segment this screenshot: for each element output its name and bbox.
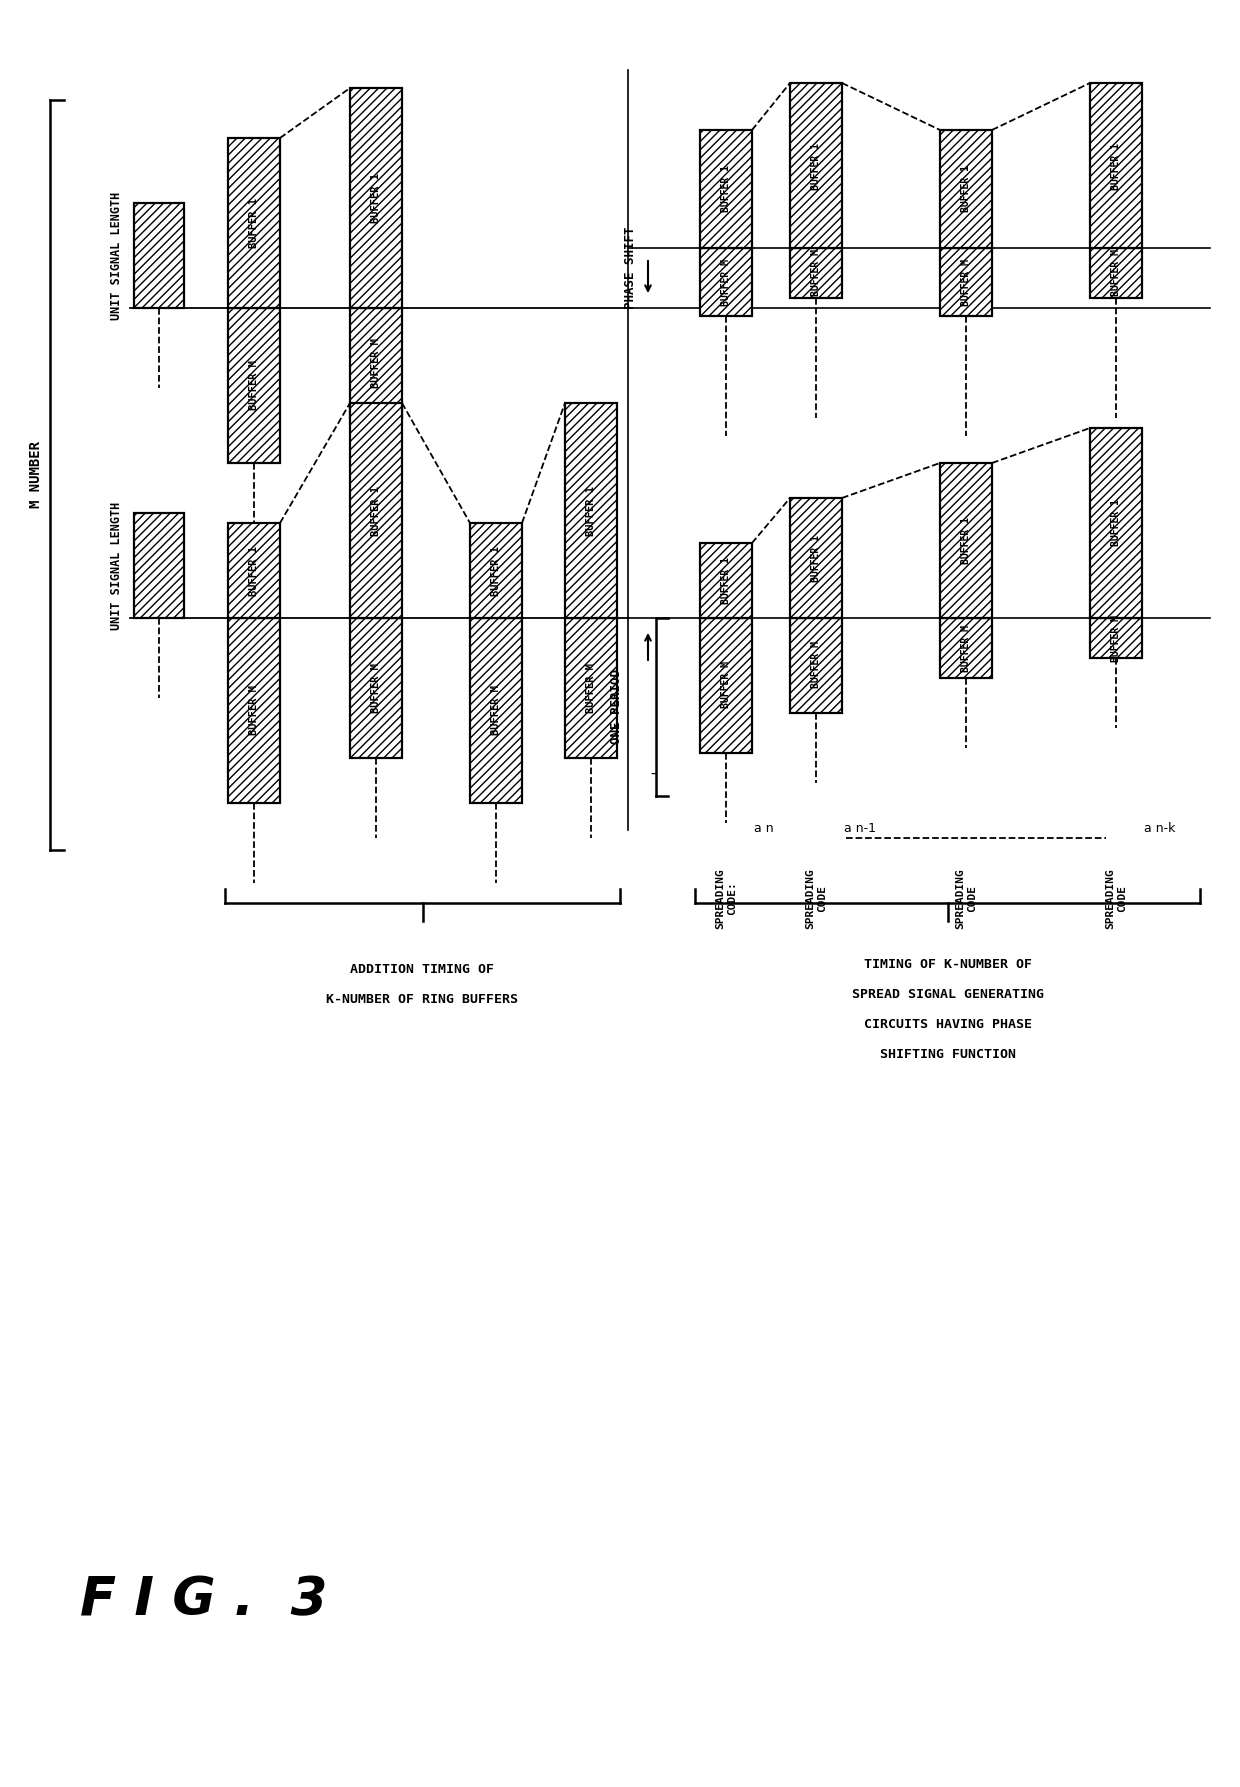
Bar xyxy=(940,248,992,316)
Text: BUFFER 1: BUFFER 1 xyxy=(720,166,732,213)
Text: ADDITION TIMING OF: ADDITION TIMING OF xyxy=(351,963,495,976)
Text: UNIT SIGNAL LENGTH: UNIT SIGNAL LENGTH xyxy=(109,191,123,320)
Bar xyxy=(790,618,842,713)
Text: BUFFER 1: BUFFER 1 xyxy=(491,547,501,597)
Text: a n-1: a n-1 xyxy=(844,822,875,835)
Text: SPREADING
CODE: SPREADING CODE xyxy=(955,868,977,929)
Text: SPREADING
CODE: SPREADING CODE xyxy=(805,868,827,929)
Text: BUFFER 1: BUFFER 1 xyxy=(371,486,381,536)
Text: SPREADING
CODE:: SPREADING CODE: xyxy=(715,868,737,929)
Bar xyxy=(790,82,842,248)
Bar xyxy=(228,307,280,463)
Text: F I G .  3: F I G . 3 xyxy=(81,1574,327,1626)
Bar xyxy=(470,524,522,618)
Text: M NUMBER: M NUMBER xyxy=(29,441,43,509)
Text: BUFFER M: BUFFER M xyxy=(720,259,732,306)
Text: SPREADING
CODE: SPREADING CODE xyxy=(1105,868,1127,929)
Text: BUFFER M: BUFFER M xyxy=(371,338,381,388)
Bar xyxy=(565,618,618,758)
Bar xyxy=(701,248,751,316)
Text: CIRCUITS HAVING PHASE: CIRCUITS HAVING PHASE xyxy=(863,1019,1032,1031)
Text: BUFFER M: BUFFER M xyxy=(587,663,596,713)
Bar xyxy=(228,524,280,618)
Text: BUFFER M: BUFFER M xyxy=(720,661,732,708)
Text: BUFFER M: BUFFER M xyxy=(249,684,259,734)
Bar xyxy=(701,130,751,248)
Text: BUFFER 1: BUFFER 1 xyxy=(811,534,821,581)
Text: BUFFER 1: BUFFER 1 xyxy=(720,558,732,604)
Text: K-NUMBER OF RING BUFFERS: K-NUMBER OF RING BUFFERS xyxy=(326,994,518,1006)
Text: BUFFER M: BUFFER M xyxy=(1111,250,1121,297)
Text: BUFFER 1: BUFFER 1 xyxy=(587,486,596,536)
Bar xyxy=(565,404,618,618)
Bar xyxy=(350,88,402,307)
Bar xyxy=(701,618,751,752)
Bar xyxy=(350,618,402,758)
Bar xyxy=(134,513,184,618)
Text: BUFFER M: BUFFER M xyxy=(811,642,821,688)
Bar xyxy=(940,130,992,248)
Bar xyxy=(1090,618,1142,658)
Text: BUFFER M: BUFFER M xyxy=(249,359,259,409)
Text: SPREAD SIGNAL GENERATING: SPREAD SIGNAL GENERATING xyxy=(852,988,1044,1001)
Text: BUFFER 1: BUFFER 1 xyxy=(371,173,381,223)
Text: BUFFER 1: BUFFER 1 xyxy=(961,166,971,213)
Text: PHASE SHIFT: PHASE SHIFT xyxy=(624,227,636,309)
Bar xyxy=(134,204,184,307)
Bar xyxy=(350,404,402,618)
Text: BUFFER M: BUFFER M xyxy=(371,663,381,713)
Bar xyxy=(1090,248,1142,298)
Text: -: - xyxy=(649,765,657,781)
Text: ONE PERIOD: ONE PERIOD xyxy=(610,670,622,745)
Text: BUFFER M: BUFFER M xyxy=(1111,615,1121,661)
Text: a n: a n xyxy=(754,822,774,835)
Bar xyxy=(940,463,992,618)
Text: BUFFER 1: BUFFER 1 xyxy=(1111,500,1121,547)
Bar xyxy=(228,618,280,802)
Bar xyxy=(228,138,280,307)
Text: TIMING OF K-NUMBER OF: TIMING OF K-NUMBER OF xyxy=(863,958,1032,970)
Text: SHIFTING FUNCTION: SHIFTING FUNCTION xyxy=(879,1047,1016,1061)
Text: BUFFER 1: BUFFER 1 xyxy=(961,518,971,565)
Bar xyxy=(1090,82,1142,248)
Text: UNIT SIGNAL LENGTH: UNIT SIGNAL LENGTH xyxy=(109,502,123,631)
Text: BUFFER M: BUFFER M xyxy=(961,624,971,672)
Text: BUFFER M: BUFFER M xyxy=(491,684,501,734)
Bar xyxy=(790,499,842,618)
Bar xyxy=(940,618,992,677)
Text: BUFFER 1: BUFFER 1 xyxy=(249,547,259,597)
Text: BUFFER M: BUFFER M xyxy=(961,259,971,306)
Text: BUFFER 1: BUFFER 1 xyxy=(1111,143,1121,189)
Bar xyxy=(701,543,751,618)
Text: a n-k: a n-k xyxy=(1145,822,1176,835)
Bar xyxy=(790,248,842,298)
Text: BUFFER 1: BUFFER 1 xyxy=(249,198,259,248)
Bar xyxy=(350,307,402,418)
Text: BUFFER 1: BUFFER 1 xyxy=(811,143,821,189)
Text: BUFFER M: BUFFER M xyxy=(811,250,821,297)
Bar xyxy=(470,618,522,802)
Bar xyxy=(1090,429,1142,618)
